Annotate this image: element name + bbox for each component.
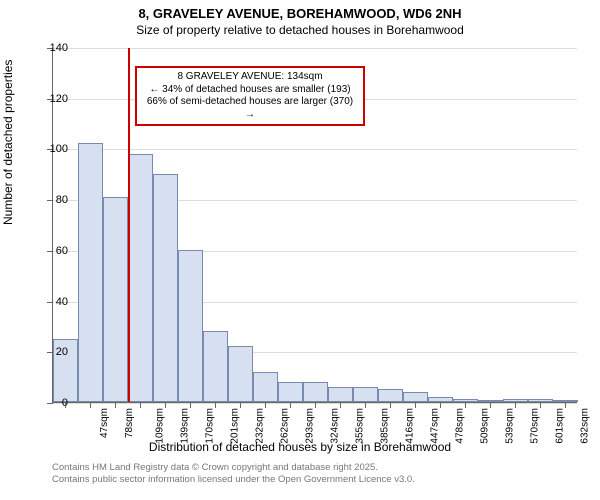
x-tick (390, 403, 391, 408)
reference-line (128, 48, 130, 402)
x-tick-label: 293sqm (304, 408, 315, 444)
y-tick-label: 100 (28, 143, 68, 155)
x-tick (415, 403, 416, 408)
x-tick-label: 416sqm (404, 408, 415, 444)
y-tick-label: 120 (28, 93, 68, 105)
x-tick-label: 170sqm (204, 408, 215, 444)
x-tick-label: 109sqm (154, 408, 165, 444)
x-tick-label: 201sqm (229, 408, 240, 444)
x-tick (240, 403, 241, 408)
callout-box: 8 GRAVELEY AVENUE: 134sqm← 34% of detach… (135, 66, 365, 126)
plot-area: 8 GRAVELEY AVENUE: 134sqm← 34% of detach… (52, 48, 577, 403)
x-tick-label: 385sqm (379, 408, 390, 444)
histogram-bar (553, 400, 578, 402)
x-tick (290, 403, 291, 408)
x-tick (115, 403, 116, 408)
y-tick-label: 80 (28, 194, 68, 206)
y-tick-label: 40 (28, 296, 68, 308)
histogram-bar (203, 331, 228, 402)
x-tick-label: 478sqm (454, 408, 465, 444)
y-tick-label: 60 (28, 245, 68, 257)
x-tick-label: 539sqm (504, 408, 515, 444)
histogram-bar (178, 250, 203, 402)
x-tick (490, 403, 491, 408)
footer-line1: Contains HM Land Registry data © Crown c… (52, 462, 415, 474)
chart-container: Number of detached properties 8 GRAVELEY… (0, 40, 600, 450)
callout-line3: 66% of semi-detached houses are larger (… (143, 96, 357, 121)
grid-line (53, 48, 577, 49)
x-tick (265, 403, 266, 408)
x-tick (365, 403, 366, 408)
x-tick (90, 403, 91, 408)
x-tick (340, 403, 341, 408)
histogram-bar (103, 197, 128, 402)
histogram-bar (278, 382, 303, 402)
x-tick-label: 232sqm (254, 408, 265, 444)
x-tick (190, 403, 191, 408)
callout-line2: ← 34% of detached houses are smaller (19… (143, 84, 357, 97)
x-axis-label: Distribution of detached houses by size … (0, 440, 600, 454)
y-tick-label: 20 (28, 346, 68, 358)
x-tick (140, 403, 141, 408)
footer-attribution: Contains HM Land Registry data © Crown c… (52, 462, 415, 486)
histogram-bar (528, 399, 553, 402)
y-tick-label: 140 (28, 42, 68, 54)
x-tick (440, 403, 441, 408)
histogram-bar (228, 346, 253, 402)
callout-line1: 8 GRAVELEY AVENUE: 134sqm (143, 71, 357, 84)
x-tick (215, 403, 216, 408)
histogram-bar (78, 143, 103, 402)
chart-subtitle: Size of property relative to detached ho… (0, 23, 600, 37)
histogram-bar (128, 154, 153, 403)
x-tick (165, 403, 166, 408)
x-tick-label: 447sqm (429, 408, 440, 444)
x-tick (540, 403, 541, 408)
chart-title: 8, GRAVELEY AVENUE, BOREHAMWOOD, WD6 2NH (0, 6, 600, 21)
x-tick (65, 403, 66, 408)
histogram-bar (353, 387, 378, 402)
histogram-bar (503, 399, 528, 402)
x-tick-label: 139sqm (179, 408, 190, 444)
histogram-bar (453, 399, 478, 402)
y-axis-label: Number of detached properties (1, 60, 15, 225)
x-tick-label: 509sqm (479, 408, 490, 444)
chart-title-block: 8, GRAVELEY AVENUE, BOREHAMWOOD, WD6 2NH… (0, 0, 600, 37)
y-tick-label: 0 (28, 397, 68, 409)
x-tick-label: 632sqm (579, 408, 590, 444)
footer-line2: Contains public sector information licen… (52, 474, 415, 486)
x-tick-label: 601sqm (554, 408, 565, 444)
histogram-bar (303, 382, 328, 402)
histogram-bar (478, 400, 503, 402)
x-tick (465, 403, 466, 408)
x-tick-label: 355sqm (354, 408, 365, 444)
x-tick-label: 570sqm (529, 408, 540, 444)
x-tick-label: 47sqm (99, 408, 110, 438)
histogram-bar (153, 174, 178, 402)
x-tick (565, 403, 566, 408)
x-tick-label: 262sqm (279, 408, 290, 444)
histogram-bar (428, 397, 453, 402)
x-tick-label: 324sqm (329, 408, 340, 444)
histogram-bar (378, 389, 403, 402)
histogram-bar (328, 387, 353, 402)
x-tick-label: 78sqm (124, 408, 135, 438)
histogram-bar (253, 372, 278, 402)
grid-line (53, 149, 577, 150)
x-tick (315, 403, 316, 408)
histogram-bar (403, 392, 428, 402)
x-tick (515, 403, 516, 408)
